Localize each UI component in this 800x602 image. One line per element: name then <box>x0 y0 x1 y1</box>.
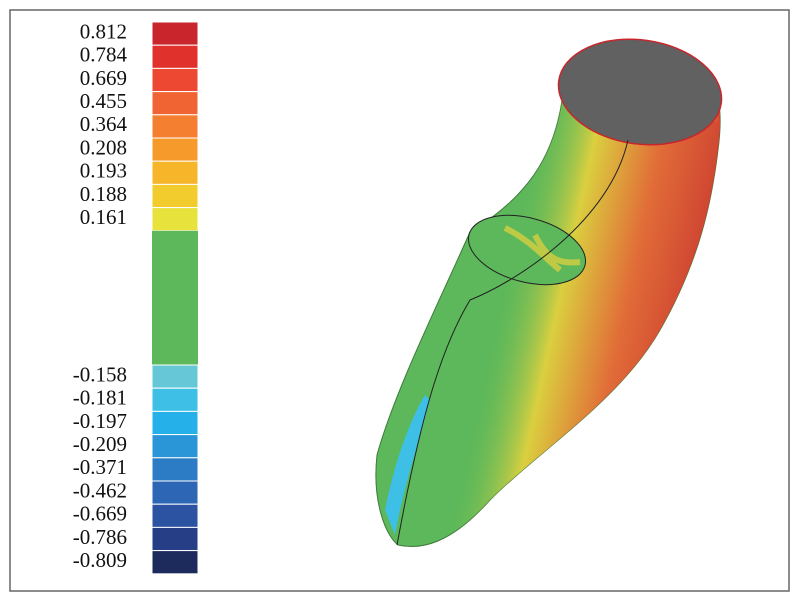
legend-label: 0.784 <box>80 43 128 67</box>
legend-swatch <box>151 21 199 46</box>
legend-label: 0.669 <box>80 66 127 90</box>
legend-swatch <box>151 387 199 412</box>
legend-label: -0.371 <box>73 455 127 479</box>
legend-label: -0.809 <box>73 548 127 572</box>
legend-label: -0.197 <box>73 409 127 433</box>
legend-swatch <box>151 207 199 232</box>
legend-swatch <box>151 67 199 93</box>
legend-label: -0.209 <box>73 432 127 456</box>
legend-label: -0.669 <box>73 502 127 526</box>
legend-middle <box>152 230 198 365</box>
legend-swatch <box>151 503 199 528</box>
legend-label: 0.161 <box>80 205 127 229</box>
legend-label: -0.786 <box>73 525 127 549</box>
legend-label: 0.812 <box>80 19 127 43</box>
legend-swatch <box>151 183 199 209</box>
frame <box>9 9 790 592</box>
legend-swatch <box>151 410 199 436</box>
legend-swatch <box>151 364 199 389</box>
legend-label: -0.158 <box>73 362 127 386</box>
legend-swatch <box>151 91 199 116</box>
legend-label: 0.455 <box>80 89 127 113</box>
legend-label: 0.208 <box>80 135 127 159</box>
legend-swatch <box>151 457 199 482</box>
legend: 0.8120.7840.6690.4550.3640.2080.1930.188… <box>73 19 199 575</box>
legend-swatch <box>151 480 199 505</box>
legend-label: 0.188 <box>80 182 127 206</box>
legend-swatch <box>151 434 199 459</box>
legend-swatch <box>151 550 199 575</box>
legend-swatch <box>151 526 199 552</box>
legend-label: -0.181 <box>73 386 127 410</box>
legend-swatch <box>151 160 199 185</box>
legend-swatch <box>151 44 199 69</box>
legend-label: 0.193 <box>80 159 127 183</box>
legend-swatch <box>151 114 199 139</box>
model-shape <box>375 38 723 548</box>
legend-swatch <box>151 137 199 162</box>
legend-label: -0.462 <box>73 478 127 502</box>
legend-label: 0.364 <box>80 112 128 136</box>
